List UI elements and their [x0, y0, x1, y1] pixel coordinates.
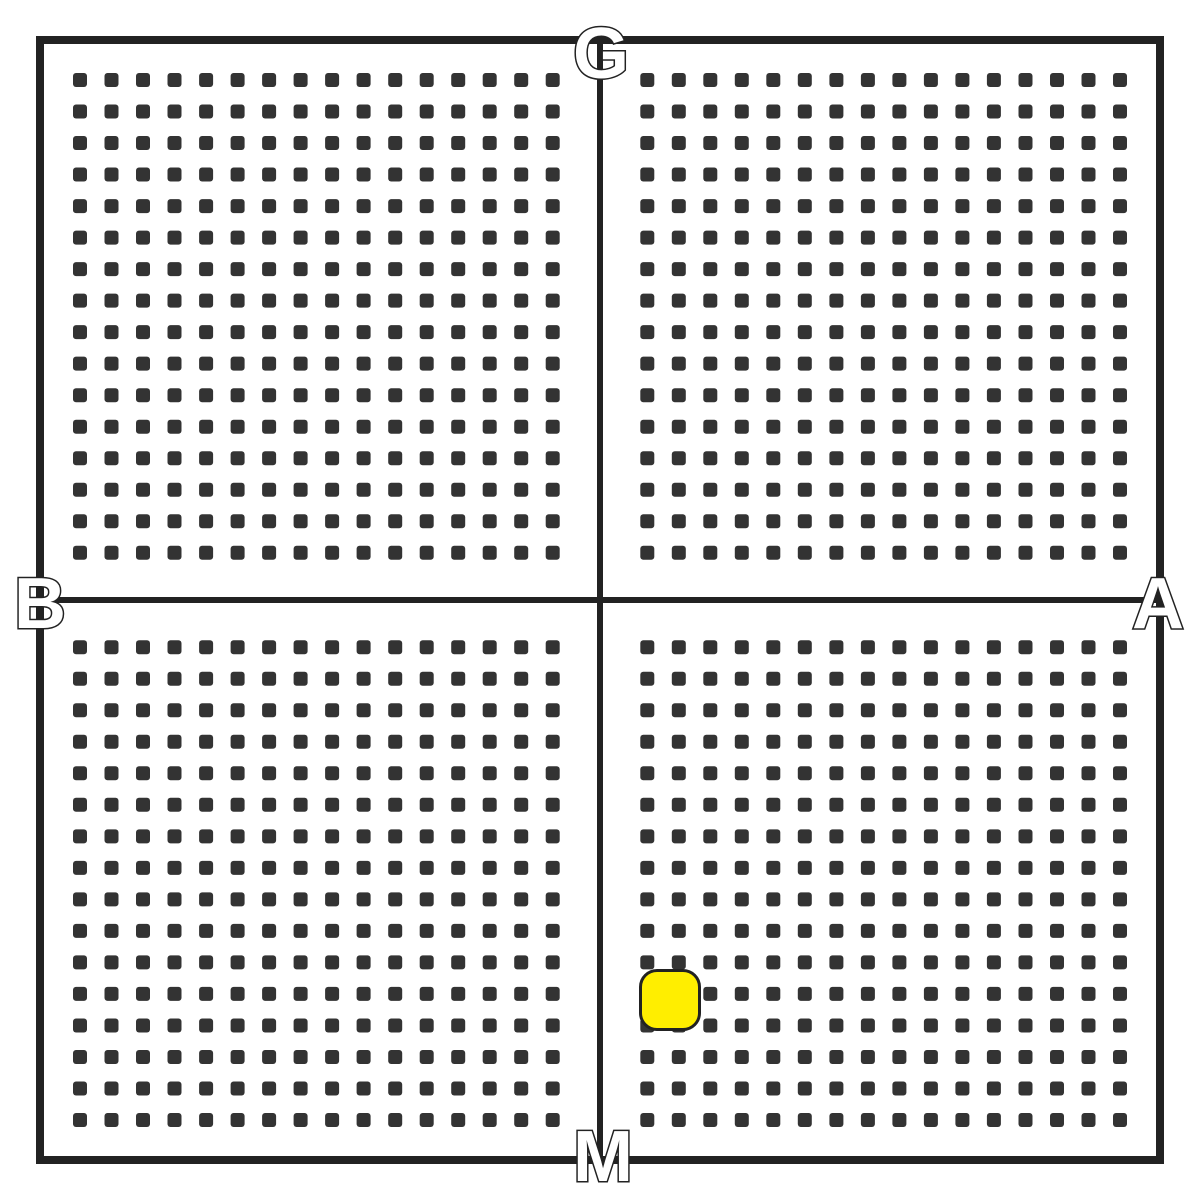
axis-label-top: G	[573, 18, 629, 90]
color-picker-marker[interactable]	[639, 969, 701, 1031]
axis-label-right: A	[1132, 568, 1184, 640]
color-space-diagram: G M B A	[0, 0, 1200, 1200]
axis-label-left: B	[14, 568, 66, 640]
overlay-svg	[0, 0, 1200, 1200]
axis-label-bottom: M	[573, 1121, 633, 1193]
